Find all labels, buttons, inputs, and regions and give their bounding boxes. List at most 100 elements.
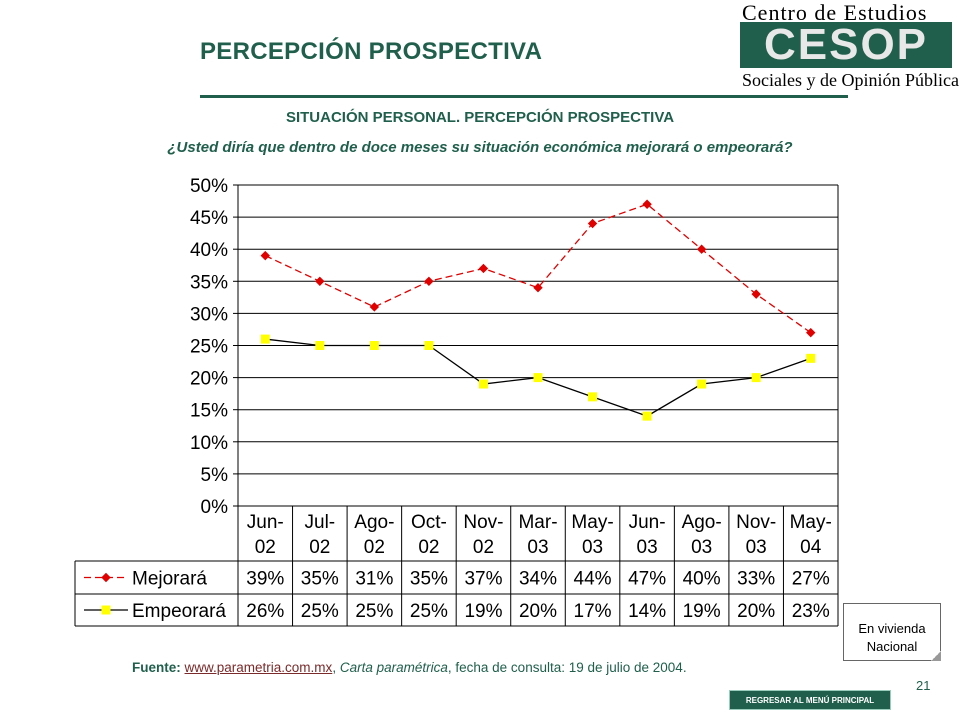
data-point [697, 379, 707, 389]
page-title: PERCEPCIÓN PROSPECTIVA [200, 38, 543, 65]
source-sep: , [332, 660, 337, 675]
data-point [260, 250, 270, 261]
x-tick-label: 03 [637, 537, 658, 558]
y-tick-label: 45% [190, 208, 228, 229]
data-label: 44% [574, 569, 612, 590]
x-tick-label: Jun- [629, 512, 666, 533]
chart-series [260, 199, 816, 421]
data-label: 31% [355, 569, 393, 590]
title-rule [200, 95, 848, 98]
legend-label: Empeorará [132, 601, 226, 622]
data-point [315, 341, 325, 350]
logo-line1: Centro de Estudios [742, 0, 928, 25]
survey-question: ¿Usted diría que dentro de doce meses su… [167, 139, 793, 156]
cesop-logo: Centro de Estudios CESOP Sociales y de O… [734, 0, 960, 96]
data-point [369, 341, 379, 350]
x-tick-label: Oct- [411, 512, 447, 533]
data-point [533, 373, 543, 383]
data-label: 20% [737, 601, 775, 622]
data-point [315, 276, 325, 287]
legend-key-marker [101, 572, 111, 583]
x-tick-label: 03 [527, 537, 548, 558]
data-point [751, 373, 761, 383]
data-point [533, 283, 543, 293]
data-label: 25% [410, 601, 448, 622]
data-point [587, 218, 598, 229]
x-tick-label: Mar- [518, 512, 557, 533]
source-link[interactable]: www.parametria.com.mx [184, 660, 333, 675]
x-tick-label: 02 [364, 537, 385, 558]
chart-subtitle: SITUACIÓN PERSONAL. PERCEPCIÓN PROSPECTI… [285, 109, 675, 126]
y-tick-label: 20% [190, 369, 228, 390]
data-label: 23% [792, 601, 830, 622]
data-point [588, 392, 598, 402]
y-tick-label: 50% [190, 176, 228, 197]
data-label: 40% [683, 569, 721, 590]
data-point [260, 334, 270, 344]
y-axis: 0% 5% 10% 15% 20% 25% 30% 35% 40% 45% 50% [190, 176, 238, 518]
legend-label: Mejorará [132, 569, 207, 590]
x-tick-label: May- [571, 512, 613, 533]
data-label: 37% [464, 569, 502, 590]
y-tick-label: 5% [201, 465, 229, 486]
data-point [424, 276, 434, 287]
x-tick-label: Ago- [354, 512, 394, 533]
data-label: 33% [737, 569, 775, 590]
data-label: 47% [628, 569, 666, 590]
data-label: 19% [683, 601, 721, 622]
x-tick-label: 03 [691, 537, 712, 558]
data-point [696, 244, 707, 254]
logo-mark: CESOP [740, 22, 952, 68]
data-label: 25% [355, 601, 393, 622]
logo-mark-text: CESOP [763, 20, 929, 69]
x-tick-label: 04 [800, 537, 822, 558]
x-tick-label: Jul- [305, 512, 336, 533]
data-point [751, 289, 761, 299]
legend-key-marker [101, 605, 111, 615]
y-tick-label: 40% [190, 240, 228, 261]
data-label: 14% [628, 601, 666, 622]
y-tick-label: 30% [190, 304, 228, 325]
x-tick-label: Nov- [736, 512, 776, 533]
data-label: 34% [519, 569, 557, 590]
source-publication: Carta paramétrica [339, 660, 448, 675]
y-tick-label: 25% [190, 337, 228, 358]
x-tick-label: 03 [746, 537, 767, 558]
back-to-menu-button[interactable]: REGRESAR AL MENÚ PRINCIPAL [729, 690, 891, 710]
data-label: 27% [792, 569, 830, 590]
x-tick-label: Jun- [247, 512, 284, 533]
source-rest: , fecha de consulta: 19 de julio de 2004… [447, 660, 687, 675]
note-line2: Nacional [866, 639, 918, 654]
data-label: 35% [301, 569, 339, 590]
data-label: 26% [246, 601, 284, 622]
data-point [806, 327, 816, 338]
y-tick-label: 10% [190, 433, 228, 454]
y-tick-label: 35% [190, 272, 228, 293]
y-tick-label: 15% [190, 401, 228, 422]
x-tick-label: Nov- [463, 512, 503, 533]
data-label: 19% [464, 601, 502, 622]
source-citation: Fuente: www.parametria.com.mx, Carta par… [132, 660, 687, 675]
data-label: 25% [301, 601, 339, 622]
x-tick-label: 02 [418, 537, 439, 558]
data-point [806, 353, 816, 363]
source-label: Fuente: [132, 660, 181, 675]
note-line1: En vivienda [858, 621, 926, 636]
x-tick-label: May- [790, 512, 832, 533]
y-tick-label: 0% [201, 497, 229, 518]
data-label: 20% [519, 601, 557, 622]
x-tick-label: 02 [309, 537, 330, 558]
data-point [642, 411, 652, 421]
data-point [478, 379, 488, 389]
x-tick-label: 02 [473, 537, 494, 558]
logo-line2: Sociales y de Opinión Pública [742, 70, 959, 90]
data-point [642, 199, 652, 209]
x-tick-label: 02 [255, 537, 276, 558]
data-point [424, 341, 434, 350]
page-number: 21 [916, 678, 931, 693]
x-tick-label: Ago- [682, 512, 722, 533]
data-point [478, 263, 489, 274]
data-label: 35% [410, 569, 448, 590]
data-label: 39% [246, 569, 284, 590]
